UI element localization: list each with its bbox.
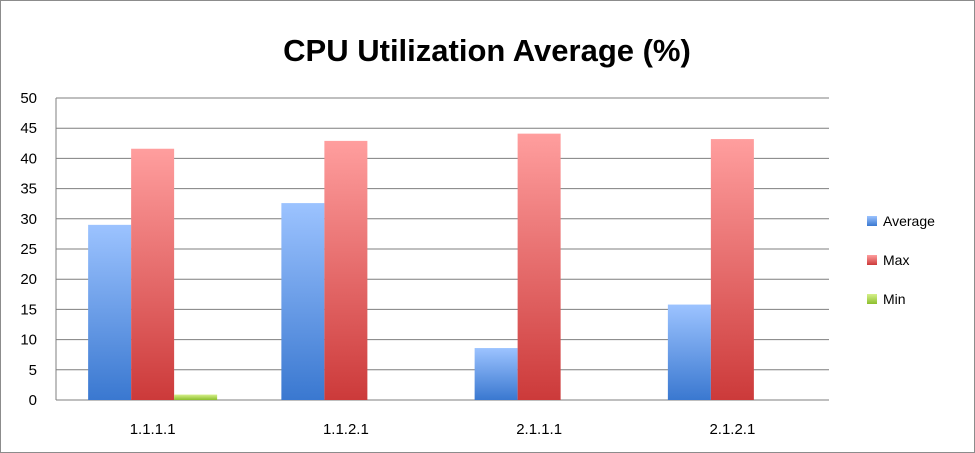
legend: Average Max Min (867, 213, 935, 307)
x-tick-label: 1.1.2.1 (323, 421, 369, 438)
bar-max (710, 139, 754, 400)
legend-swatch-min (867, 294, 877, 304)
bar-max (131, 148, 175, 400)
legend-label-min: Min (883, 291, 906, 307)
y-tick-label: 50 (20, 90, 37, 107)
chart-title: CPU Utilization Average (%) (283, 33, 691, 68)
y-tick-label: 5 (29, 362, 37, 379)
bar-average (281, 203, 325, 400)
y-tick-label: 45 (20, 120, 37, 137)
y-axis-ticks: 0 5 10 15 20 25 30 35 40 45 50 (20, 90, 37, 409)
bar-average (88, 224, 132, 400)
bar-average (667, 304, 711, 400)
legend-swatch-max (867, 255, 877, 265)
y-tick-label: 30 (20, 211, 37, 228)
bar-average (474, 348, 518, 400)
y-tick-label: 10 (20, 332, 37, 349)
legend-label-max: Max (883, 252, 909, 268)
bar-min (174, 394, 218, 400)
y-tick-label: 15 (20, 301, 37, 318)
x-tick-label: 2.1.1.1 (516, 421, 562, 438)
x-tick-label: 1.1.1.1 (130, 421, 176, 438)
x-tick-label: 2.1.2.1 (709, 421, 755, 438)
bar-max (517, 133, 561, 401)
legend-swatch-average (867, 216, 877, 226)
x-axis-ticks: 1.1.1.1 1.1.2.1 2.1.1.1 2.1.2.1 (130, 421, 756, 438)
y-tick-label: 0 (29, 392, 37, 409)
y-tick-label: 40 (20, 150, 37, 167)
bar-max (324, 140, 368, 400)
y-tick-label: 25 (20, 241, 37, 258)
legend-label-average: Average (883, 213, 935, 229)
y-tick-label: 35 (20, 181, 37, 198)
bars (88, 133, 754, 401)
y-tick-label: 20 (20, 271, 37, 288)
